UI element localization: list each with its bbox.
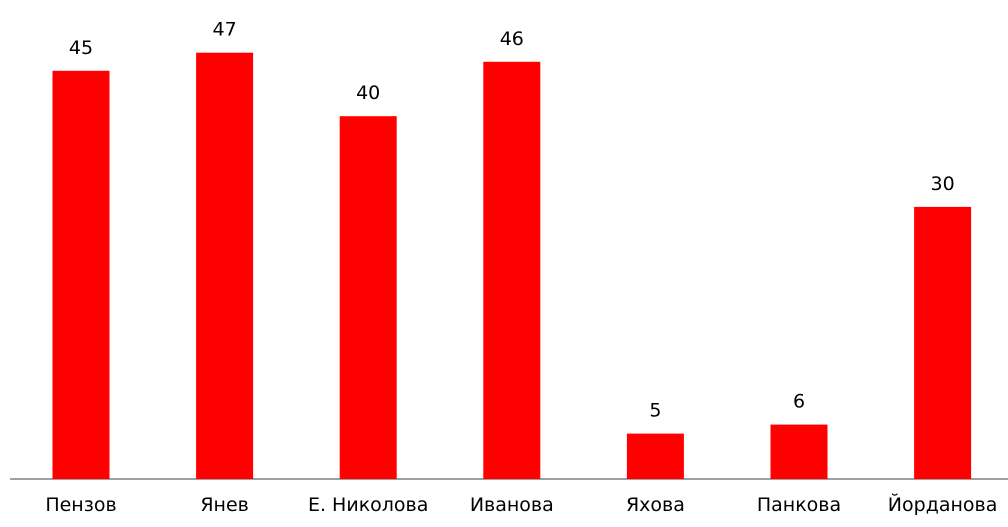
data-label: 45: [69, 37, 93, 59]
category-label: Е. Николова: [308, 494, 428, 516]
bar: [626, 433, 684, 479]
data-label: 46: [500, 28, 524, 50]
category-label: Панкова: [757, 494, 841, 516]
bar: [339, 116, 397, 479]
category-label: Пензов: [45, 494, 116, 516]
category-label: Иванова: [470, 494, 554, 516]
data-label: 6: [793, 391, 805, 413]
bar: [914, 206, 972, 479]
data-label: 40: [356, 82, 380, 104]
bar: [770, 424, 828, 479]
data-label: 5: [649, 400, 661, 422]
data-label: 47: [213, 19, 237, 41]
bar: [483, 61, 541, 480]
bar: [196, 52, 254, 479]
data-label: 30: [931, 173, 955, 195]
category-label: Янев: [200, 494, 249, 516]
category-label: Йорданова: [888, 493, 998, 516]
category-label: Яхова: [626, 494, 685, 516]
bar: [52, 70, 110, 480]
